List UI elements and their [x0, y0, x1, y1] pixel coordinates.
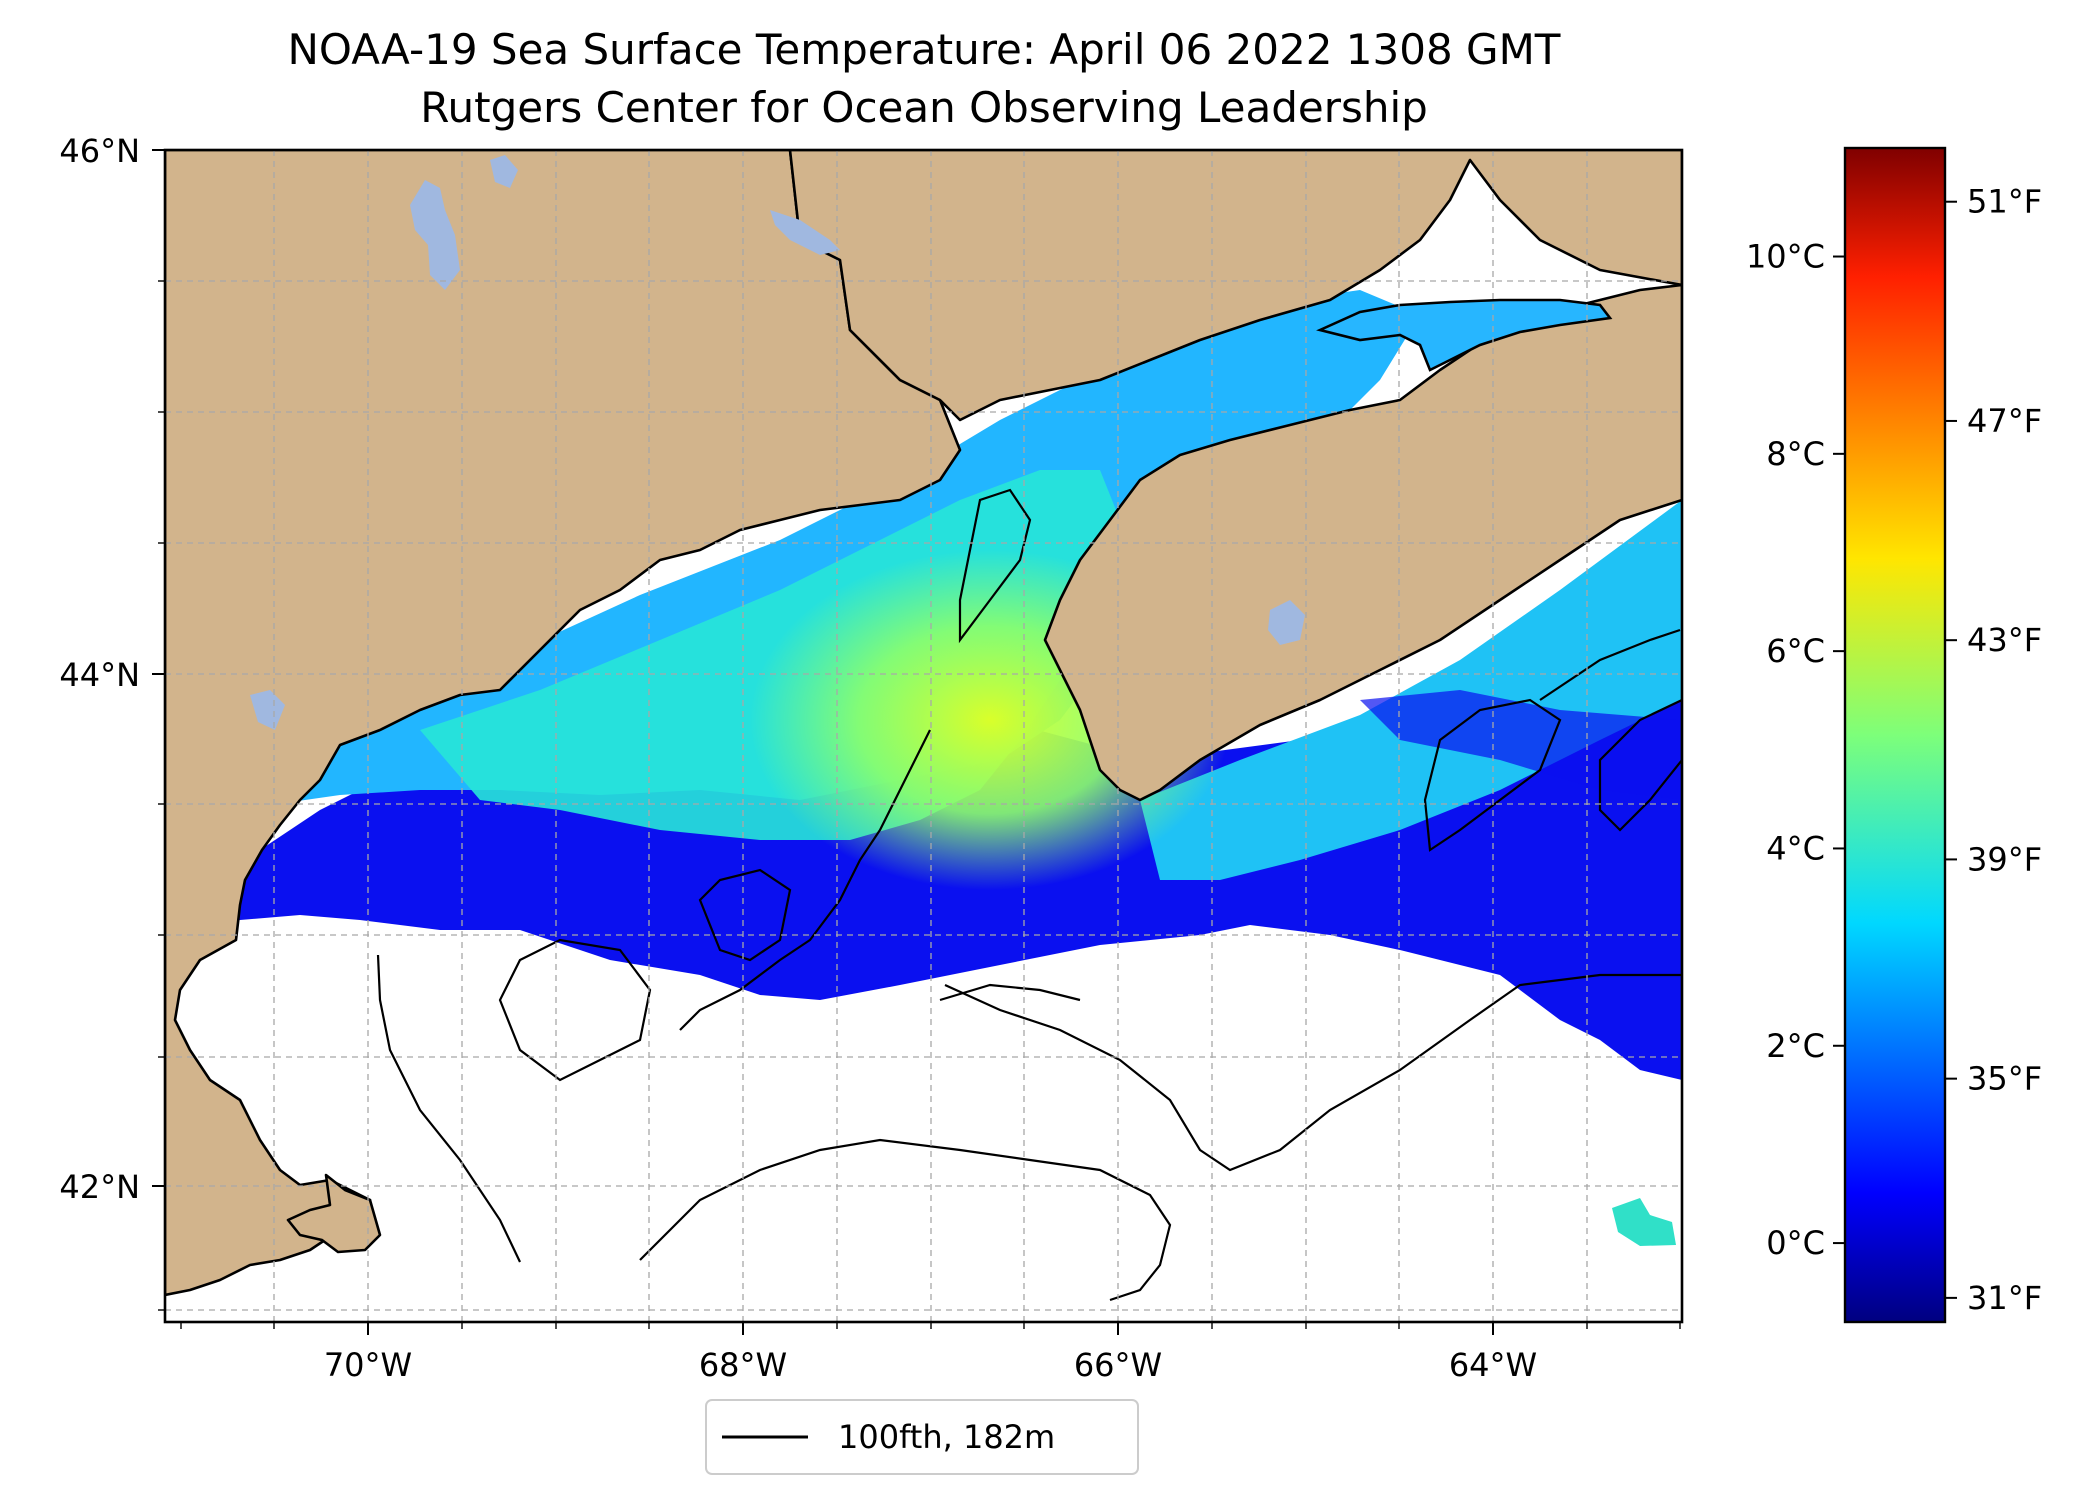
map-tick-marks — [152, 149, 1494, 1335]
contour-inner-basin — [698, 868, 792, 962]
sst-patch-southeast — [1612, 1198, 1676, 1246]
colorbar-celsius-label: 4°C — [1766, 829, 1825, 867]
land-cape-cod — [286, 1173, 382, 1254]
lake-chesuncook — [490, 155, 518, 188]
lake-grand — [770, 210, 840, 255]
contour-wilkinson — [498, 938, 652, 1082]
lake-sebago — [250, 690, 285, 730]
map-frame — [163, 148, 1684, 1324]
map-grid — [165, 150, 1682, 1322]
colorbar-fahrenheit-label: 35°F — [1967, 1060, 2042, 1098]
lon-label-66: 66°W — [1074, 1346, 1162, 1384]
contour-gulf-of-maine-west — [376, 954, 521, 1263]
lake-rossignol — [1268, 600, 1305, 645]
sst-scotian-cyan — [1140, 500, 1682, 880]
colorbar-fahrenheit-label: 51°F — [1967, 183, 2042, 221]
contour-100fth — [376, 488, 1682, 1302]
sst-offshore-cold — [1360, 690, 1682, 800]
colorbar-celsius-label: 8°C — [1766, 435, 1825, 473]
lakes — [250, 155, 1305, 730]
lon-label-68: 68°W — [699, 1346, 787, 1384]
lat-label-44: 44°N — [59, 656, 140, 694]
colorbar-celsius-label: 10°C — [1746, 238, 1825, 276]
minas-basin — [1316, 298, 1613, 372]
sst-coastal-cyan — [250, 290, 1420, 805]
map-title-line1: NOAA-19 Sea Surface Temperature: April 0… — [288, 25, 1561, 74]
contour-jordan-basin — [679, 729, 931, 1031]
colorbar-celsius-ticks: 10°C 8°C 6°C 4°C 2°C 0°C — [1746, 238, 1845, 1262]
lat-label-46: 46°N — [59, 132, 140, 170]
colorbar-fahrenheit-label: 31°F — [1967, 1279, 2042, 1317]
contour-emerald-basin — [1423, 698, 1562, 852]
legend-box — [705, 1399, 1139, 1475]
map-title-line2: Rutgers Center for Ocean Observing Leade… — [420, 83, 1428, 132]
colorbar-fahrenheit-label: 43°F — [1967, 621, 2042, 659]
legend: 100fth, 182m — [705, 1399, 1139, 1475]
land-new-brunswick — [788, 150, 1682, 422]
lon-label-70: 70°W — [324, 1346, 412, 1384]
contour-fundy-mouth — [958, 488, 1032, 644]
colorbar: 10°C 8°C 6°C 4°C 2°C 0°C 51°F 47°F 43°F 39°F 35°F… — [1746, 146, 2042, 1324]
contour-lahave-basin — [1598, 698, 1682, 832]
map-area — [165, 150, 1682, 1322]
lon-label-64: 64°W — [1449, 1346, 1537, 1384]
map-minor-ticks — [158, 280, 1681, 1329]
contour-georges-outer — [944, 973, 1682, 1172]
colorbar-fahrenheit-label: 47°F — [1967, 402, 2042, 440]
colorbar-gradient — [1843, 146, 1947, 1324]
legend-label: 100fth, 182m — [838, 1418, 1055, 1456]
contour-georges-basin — [939, 983, 1081, 1002]
lat-label-42: 42°N — [59, 1168, 140, 1206]
colorbar-fahrenheit-ticks: 51°F 47°F 43°F 39°F 35°F 31°F — [1945, 183, 2042, 1317]
contour-georges-bank — [639, 1138, 1172, 1302]
colorbar-celsius-label: 2°C — [1766, 1027, 1825, 1065]
colorbar-celsius-label: 6°C — [1766, 632, 1825, 670]
colorbar-celsius-label: 0°C — [1766, 1224, 1825, 1262]
contour-nova-scotia-bank — [1539, 628, 1681, 701]
land-nova-scotia — [1043, 283, 1682, 802]
lake-moosehead — [410, 180, 460, 290]
colorbar-fahrenheit-label: 39°F — [1967, 840, 2042, 878]
land-masses — [165, 150, 1682, 1297]
